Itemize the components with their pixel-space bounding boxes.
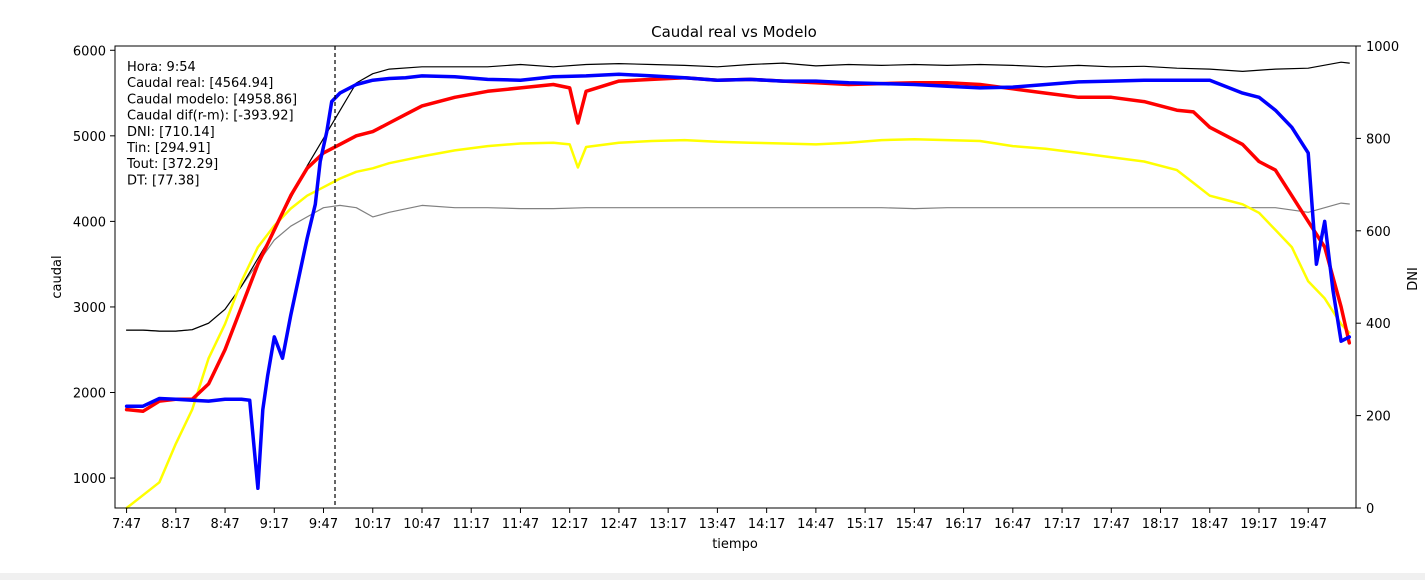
annotation-line: Hora: 9:54	[127, 60, 196, 75]
x-tick-label: 19:47	[1290, 517, 1327, 532]
x-tick-label: 14:17	[748, 517, 785, 532]
x-tick-label: 8:17	[161, 517, 190, 532]
y-right-tick-label: 600	[1366, 225, 1391, 240]
y-left-tick-label: 4000	[73, 215, 106, 230]
chart-title: Caudal real vs Modelo	[651, 23, 817, 41]
x-tick-label: 11:47	[502, 517, 539, 532]
y-left-tick-label: 2000	[73, 387, 106, 402]
plot-frame	[114, 45, 1357, 509]
series-line-2	[125, 138, 1351, 510]
x-tick-label: 13:17	[649, 517, 686, 532]
x-tick-label: 12:47	[600, 517, 637, 532]
annotation-line: Caudal dif(r-m): [-393.92]	[127, 109, 294, 124]
series-layer	[124, 61, 1352, 510]
x-tick-label: 15:17	[846, 517, 883, 532]
series-line-0	[124, 72, 1352, 491]
x-tick-label: 8:47	[210, 517, 239, 532]
x-tick-label: 15:47	[896, 517, 933, 532]
bottom-strip	[0, 573, 1425, 580]
y-right-tick-label: 800	[1366, 132, 1391, 147]
annotation-line: DNI: [710.14]	[127, 125, 215, 140]
y-left-tick-label: 3000	[73, 301, 106, 316]
x-tick-label: 16:47	[994, 517, 1031, 532]
y-left-tick-label: 6000	[73, 44, 106, 59]
x-tick-label: 7:47	[112, 517, 141, 532]
x-tick-label: 17:47	[1093, 517, 1130, 532]
y-axis-left: 1000 2000 3000 4000 5000 6000	[73, 44, 115, 487]
x-axis-label: tiempo	[712, 537, 758, 552]
y-axis-left-label: caudal	[50, 255, 65, 298]
x-tick-label: 19:17	[1240, 517, 1277, 532]
series-line-3	[125, 61, 1350, 332]
x-tick-label: 13:47	[699, 517, 736, 532]
x-tick-label: 10:47	[403, 517, 440, 532]
x-tick-label: 14:47	[797, 517, 834, 532]
x-tick-label: 18:47	[1191, 517, 1228, 532]
annotation-line: DT: [77.38]	[127, 173, 199, 188]
y-right-tick-label: 0	[1366, 502, 1374, 517]
x-tick-label: 16:17	[945, 517, 982, 532]
x-tick-label: 9:47	[309, 517, 338, 532]
annotation-line: Caudal real: [4564.94]	[127, 76, 273, 91]
series-line-1	[124, 75, 1352, 414]
y-right-tick-label: 200	[1366, 410, 1391, 425]
x-tick-label: 18:17	[1142, 517, 1179, 532]
y-left-tick-label: 1000	[73, 472, 106, 487]
annotation-line: Tout: [372.29]	[126, 157, 218, 172]
x-tick-label: 10:17	[354, 517, 391, 532]
x-tick-label: 9:17	[260, 517, 289, 532]
y-left-tick-label: 5000	[73, 130, 106, 145]
x-tick-label: 17:17	[1043, 517, 1080, 532]
x-axis: 7:47 8:17 8:47 9:17 9:47 10:17 10:47 11:17 11:47…	[112, 508, 1327, 532]
y-axis-right-label: DNI	[1406, 267, 1421, 291]
x-tick-label: 12:17	[551, 517, 588, 532]
y-right-tick-label: 1000	[1366, 40, 1399, 55]
y-right-tick-label: 400	[1366, 317, 1391, 332]
annotation-line: Caudal modelo: [4958.86]	[127, 92, 297, 107]
annotation-line: Tin: [294.91]	[126, 141, 211, 156]
x-tick-label: 11:17	[452, 517, 489, 532]
y-axis-right: 0 200 400 600 800 1000	[1356, 40, 1399, 517]
